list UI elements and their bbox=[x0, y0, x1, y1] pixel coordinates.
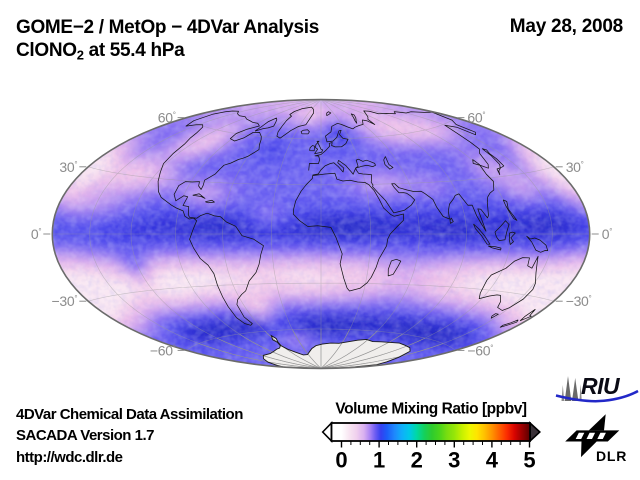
svg-text:30°: 30° bbox=[566, 159, 584, 175]
svg-text:Volume Mixing Ratio [ppbv]: Volume Mixing Ratio [ppbv] bbox=[335, 401, 527, 418]
svg-text:−60°: −60° bbox=[467, 342, 493, 358]
svg-text:1: 1 bbox=[373, 448, 385, 473]
svg-text:60°: 60° bbox=[158, 110, 176, 126]
svg-text:60°: 60° bbox=[467, 110, 485, 126]
svg-text:−30°: −30° bbox=[52, 293, 78, 309]
svg-text:0°: 0° bbox=[31, 226, 42, 242]
svg-text:4: 4 bbox=[486, 448, 499, 473]
svg-text:2: 2 bbox=[411, 448, 423, 473]
svg-text:5: 5 bbox=[523, 448, 535, 473]
svg-text:DLR: DLR bbox=[596, 448, 627, 464]
svg-text:0°: 0° bbox=[602, 226, 613, 242]
svg-text:RIU: RIU bbox=[581, 373, 621, 399]
svg-text:30°: 30° bbox=[59, 159, 77, 175]
svg-text:0: 0 bbox=[335, 448, 347, 473]
svg-text:−30°: −30° bbox=[566, 293, 592, 309]
svg-text:−60°: −60° bbox=[150, 342, 176, 358]
svg-text:3: 3 bbox=[448, 448, 460, 473]
